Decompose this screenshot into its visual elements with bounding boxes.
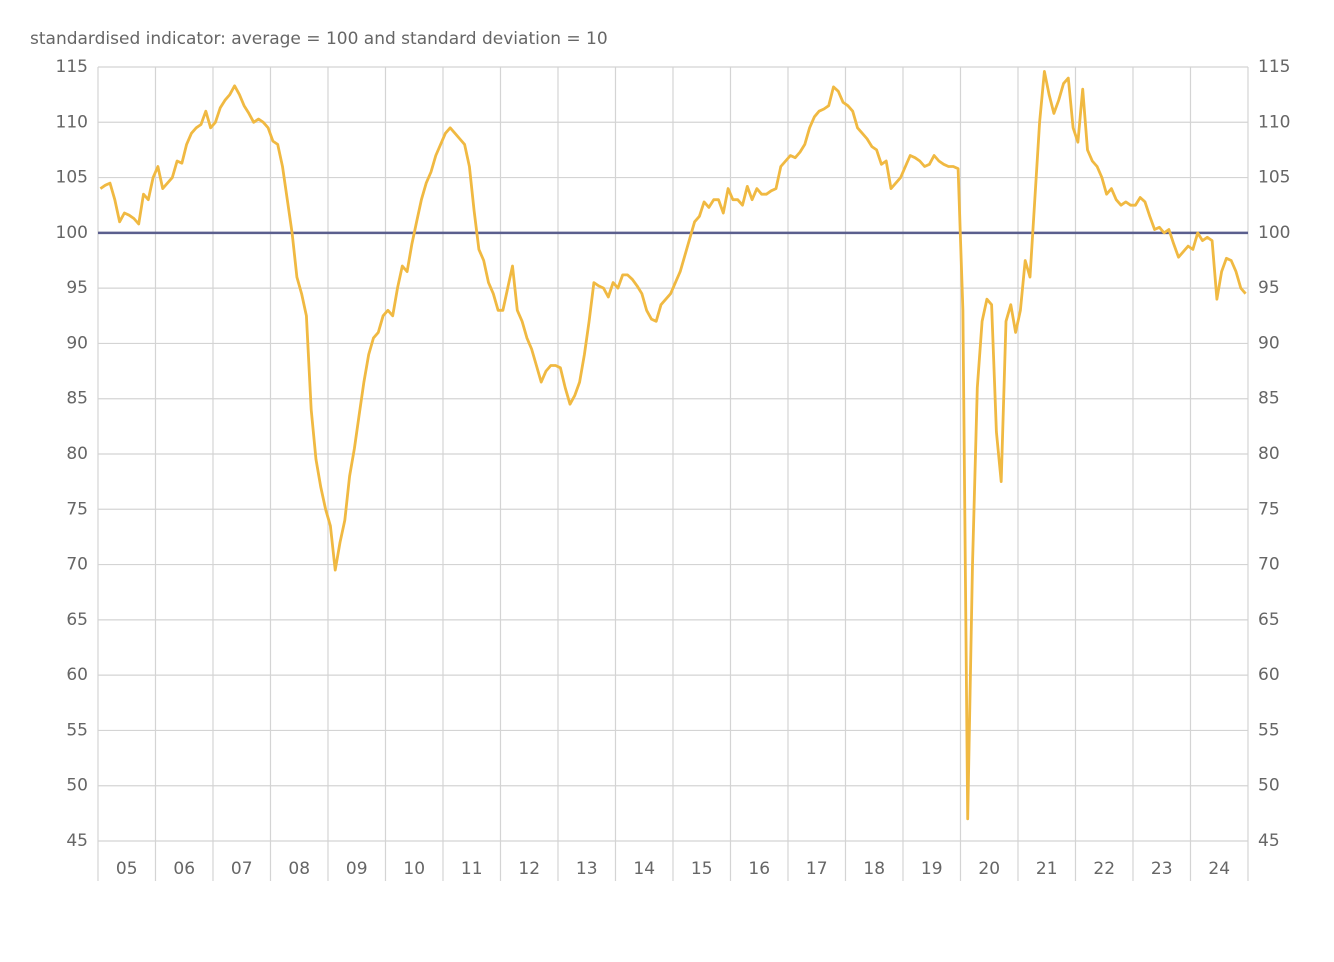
x-tick-label: 17 [806,859,828,879]
y-tick-label: 105 [56,168,88,188]
y-tick-label: 100 [56,223,88,243]
y-tick-label: 65 [66,610,88,630]
x-tick-label: 13 [576,859,598,879]
data-line [99,70,1247,821]
x-tick-label: 12 [518,859,540,879]
x-tick-label: 07 [231,859,253,879]
y2-tick-label: 95 [1258,278,1280,298]
y2-tick-label: 75 [1258,499,1280,519]
y2-tick-label: 100 [1258,223,1290,243]
y2-tick-label: 65 [1258,610,1280,630]
y-tick-label: 90 [66,333,88,353]
x-tick-label: 14 [633,859,655,879]
x-tick-label: 23 [1151,859,1173,879]
x-tick-label: 19 [921,859,943,879]
y2-tick-label: 70 [1258,555,1280,575]
y2-tick-label: 50 [1258,776,1280,796]
x-tick-label: 22 [1093,859,1115,879]
y-tick-label: 60 [66,665,88,685]
y2-tick-label: 110 [1258,112,1290,132]
y-tick-label: 45 [66,831,88,851]
y-tick-label: 75 [66,499,88,519]
y2-tick-label: 90 [1258,333,1280,353]
y-tick-label: 70 [66,555,88,575]
x-tick-label: 15 [691,859,713,879]
y-tick-label: 110 [56,112,88,132]
x-tick-label: 11 [461,859,483,879]
y2-tick-label: 85 [1258,389,1280,409]
x-tick-label: 18 [863,859,885,879]
x-tick-label: 06 [173,859,195,879]
chart-title: standardised indicator: average = 100 an… [30,29,608,49]
y2-tick-label: 80 [1258,444,1280,464]
y-tick-label: 50 [66,776,88,796]
x-tick-label: 21 [1036,859,1058,879]
x-tick-label: 16 [748,859,770,879]
x-tick-label: 24 [1208,859,1230,879]
y2-tick-label: 55 [1258,720,1280,740]
y2-tick-label: 105 [1258,168,1290,188]
x-tick-label: 09 [346,859,368,879]
y2-tick-label: 60 [1258,665,1280,685]
x-tick-label: 20 [978,859,1000,879]
y-tick-label: 85 [66,389,88,409]
y-tick-label: 95 [66,278,88,298]
y2-tick-label: 45 [1258,831,1280,851]
x-tick-label: 10 [403,859,425,879]
x-tick-label: 08 [288,859,310,879]
x-tick-label: 05 [116,859,138,879]
y-tick-label: 80 [66,444,88,464]
y-tick-label: 115 [56,57,88,77]
y2-tick-label: 115 [1258,57,1290,77]
y-tick-label: 55 [66,720,88,740]
